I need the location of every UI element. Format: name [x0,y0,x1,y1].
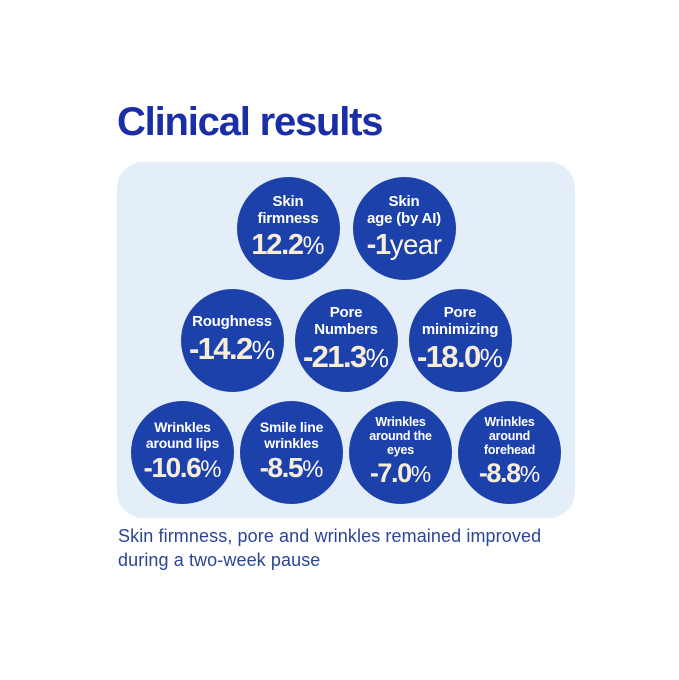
metric-value: -8.5% [260,452,324,484]
metric-number: -10.6 [143,452,202,484]
metric-value: -1year [367,229,442,261]
metric-number: -1 [366,229,391,262]
metric-label: Smile line wrinkles [259,419,324,451]
metric-value: -18.0% [416,338,504,375]
metric-unit: % [200,456,222,484]
metric-label: Roughness [192,312,272,330]
metric-value: -7.0% [370,458,431,488]
metric-bubble-pore-numbers: Pore Numbers -21.3% [294,288,398,392]
metric-bubble-skin-firmness: Skin firmness 12.2% [236,176,340,280]
metric-value: -8.8% [479,458,540,488]
bubble-row-3: Wrinkles around lips -10.6% Smile line w… [131,400,561,504]
metric-bubble-skin-age: Skin age (by AI) -1year [352,176,456,280]
metric-unit: % [365,342,390,373]
metric-bubble-pore-minimizing: Pore minimizing -18.0% [408,288,512,392]
metric-unit: % [479,342,504,373]
metric-label: Pore Numbers [314,304,378,339]
metric-bubble-roughness: Roughness -14.2% [180,288,284,392]
metric-unit: % [302,233,325,261]
metric-value: -21.3% [302,338,390,375]
metric-label: Skin age (by AI) [367,193,441,228]
metric-unit: year [389,229,442,261]
metric-bubble-wrinkles-eyes: Wrinkles around the eyes -7.0% [349,400,452,504]
metric-value: -10.6% [144,452,222,484]
metric-number: 12.2 [251,229,304,262]
metric-value: 12.2% [251,229,324,261]
metric-unit: % [251,334,276,365]
metric-label: Pore minimizing [421,304,499,339]
bubble-row-2: Roughness -14.2% Pore Numbers -21.3% Por… [180,288,512,392]
metric-label: Wrinkles around the eyes [369,415,432,458]
metric-number: -21.3 [302,338,367,374]
metric-value: -14.2% [188,330,276,367]
metric-unit: % [519,461,541,488]
metric-bubble-wrinkles-lips: Wrinkles around lips -10.6% [131,400,234,504]
metric-number: -7.0 [369,458,412,489]
metric-unit: % [410,461,432,488]
metric-number: -14.2 [188,330,253,366]
bubble-row-1: Skin firmness 12.2% Skin age (by AI) -1y… [236,176,456,280]
results-panel: Skin firmness 12.2% Skin age (by AI) -1y… [117,162,575,518]
metric-label: Wrinkles around lips [145,419,220,451]
metric-number: -8.8 [478,458,521,489]
metric-number: -18.0 [416,338,481,374]
metric-number: -8.5 [259,452,304,484]
page-title: Clinical results [117,100,384,144]
metric-bubble-wrinkles-forehead: Wrinkles around forehead -8.8% [458,400,561,504]
metric-label: Skin firmness [257,193,319,228]
metric-label: Wrinkles around forehead [483,415,536,458]
caption: Skin firmness, pore and wrinkles remaine… [118,526,542,570]
metric-bubble-smile-line: Smile line wrinkles -8.5% [240,400,343,504]
metric-unit: % [302,456,324,484]
